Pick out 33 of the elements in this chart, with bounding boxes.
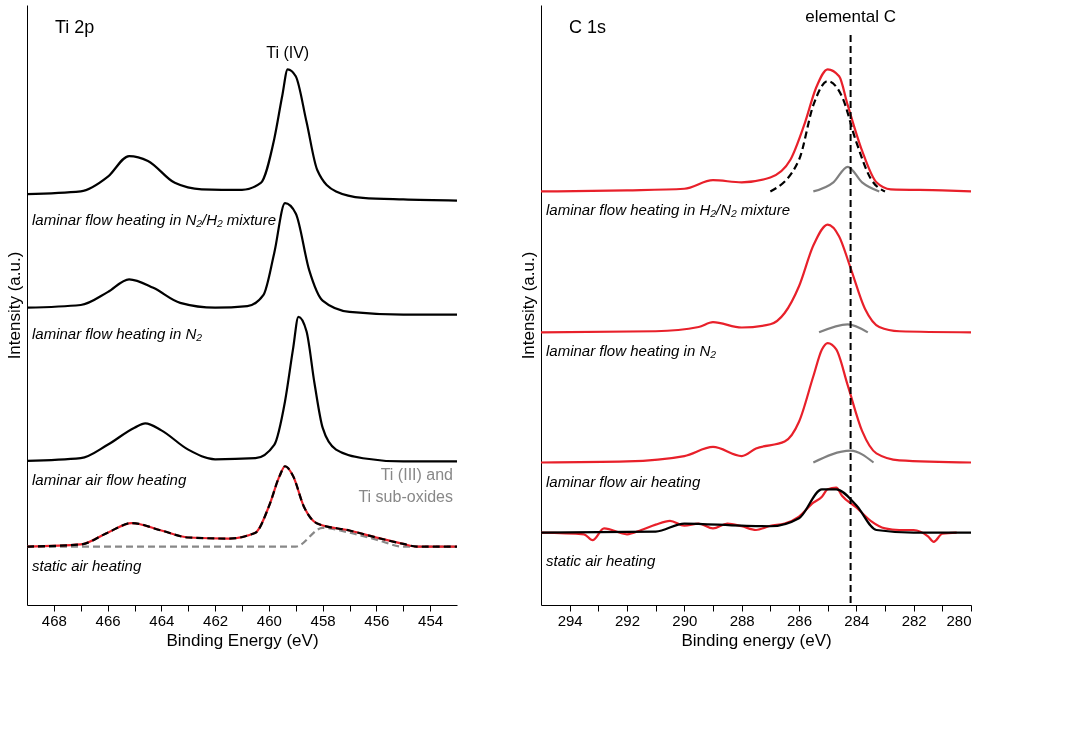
x-tick-label: 292 <box>614 611 641 629</box>
x-tick-label: 464 <box>149 611 175 629</box>
x-tick-label: 284 <box>844 611 870 629</box>
x-tick-label: 288 <box>729 611 755 629</box>
series-label: laminar air flow heating <box>32 471 187 489</box>
x-tick-label: 280 <box>946 611 972 629</box>
annotation: Ti (IV) <box>266 44 310 62</box>
x-tick-label: 294 <box>557 611 583 629</box>
x-tick-label: 282 <box>901 611 927 629</box>
x-axis-title: Binding energy (eV) <box>681 630 832 650</box>
x-axis-title: Binding Energy (eV) <box>166 630 319 650</box>
x-tick-label: 466 <box>95 611 121 629</box>
x-tick-label: 468 <box>41 611 67 629</box>
x-tick-label: 462 <box>203 611 229 629</box>
series-label: laminar flow heating in N₂ <box>546 342 717 360</box>
text: C 1s <box>569 17 607 37</box>
series-label: laminar flow heating in N₂ <box>32 324 203 342</box>
x-tick-label: 454 <box>418 611 444 629</box>
series-label: laminar flow heating in H₂/N₂ mixture <box>546 201 791 219</box>
series-label: laminar flow air heating <box>546 472 701 490</box>
series-label: laminar flow heating in N₂/H₂ mixture <box>32 210 277 228</box>
series-label: static air heating <box>32 556 142 574</box>
x-tick-label: 456 <box>364 611 390 629</box>
x-tick-label: 286 <box>786 611 813 629</box>
x-tick-label: 460 <box>256 611 282 629</box>
ref-line-label: elemental C <box>805 7 896 26</box>
annotation: Ti (III) and Ti sub-oxides <box>358 466 453 505</box>
x-tick-label: 290 <box>672 611 698 629</box>
text: Ti 2p <box>55 17 95 37</box>
x-tick-label: 458 <box>310 611 336 629</box>
series-label: static air heating <box>546 551 656 569</box>
y-axis-title: Intensity (a.u.) <box>4 251 24 360</box>
y-axis-title: Intensity (a.u.) <box>518 251 538 360</box>
